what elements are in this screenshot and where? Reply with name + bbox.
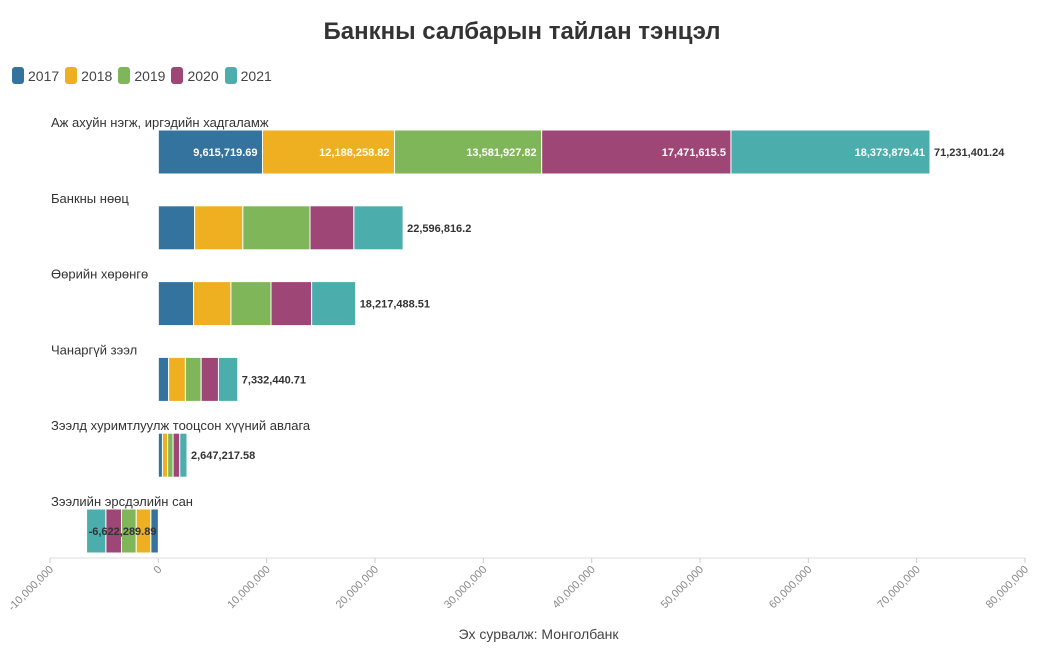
bar-segment-2019 <box>184 356 202 402</box>
category-label: Зээлд хуримтлуулж тооцсон хүүний авлага <box>51 418 311 433</box>
legend: 2017 2018 2019 2020 2021 <box>12 67 278 84</box>
legend-label: 2020 <box>187 67 219 84</box>
bar-segment-2021 <box>730 129 931 175</box>
bar-segment-2020 <box>270 281 313 327</box>
bar-segment-2020 <box>200 356 219 402</box>
legend-item-2018: 2018 <box>65 67 112 84</box>
category-label: Өөрийн хөрөнгө <box>51 267 148 282</box>
legend-swatch <box>171 67 184 84</box>
segment-value-label: 17,471,615.5 <box>662 147 726 159</box>
x-tick-label: 40,000,000 <box>550 564 597 611</box>
legend-label: 2018 <box>81 67 113 84</box>
segment-value-label: 9,615,719.69 <box>193 147 257 159</box>
bar-segment-2018 <box>193 281 232 327</box>
bar-segment-2017 <box>157 356 170 402</box>
bar-segment-2021 <box>86 508 107 554</box>
bar-segment-2018 <box>161 432 169 478</box>
total-value-label: 22,596,816.2 <box>407 223 471 235</box>
legend-label: 2019 <box>134 67 166 84</box>
category-label: Чанаргүй зээл <box>51 342 137 357</box>
bar-chart: -10,000,000 0 10,000,000 20,000,000 30,000,0… <box>6 115 1031 614</box>
segment-value-label: 12,188,258.82 <box>319 147 389 159</box>
legend-swatch <box>224 67 237 84</box>
legend-swatch <box>65 67 78 84</box>
bar-segment-2018 <box>168 356 186 402</box>
bar-segment-2021 <box>179 432 188 478</box>
bar-segment-2021 <box>311 281 357 327</box>
segment-value-label: 18,373,879.41 <box>855 147 925 159</box>
legend-swatch <box>12 67 24 84</box>
x-tick-label: -10,000,000 <box>6 564 56 614</box>
x-tick-label: 10,000,000 <box>225 564 272 611</box>
bar-segment-2020 <box>541 129 732 175</box>
bar-segment-2019 <box>230 281 272 327</box>
bar-segment-2017 <box>157 129 264 175</box>
category-label: Аж ахуйн нэгж, иргэдийн хадгаламж <box>51 115 269 130</box>
total-value-label: 71,231,401.24 <box>934 147 1005 159</box>
x-tick-label: 0 <box>152 564 165 577</box>
total-value-label: 18,217,488.51 <box>360 299 430 311</box>
legend-label: 2017 <box>28 67 60 84</box>
legend-item-2017: 2017 <box>12 67 59 84</box>
bar-segment-2021 <box>353 205 404 251</box>
legend-item-2021: 2021 <box>224 67 272 84</box>
category-label: Зээлийн эрсдэлийн сан <box>51 494 193 509</box>
bar-segment-2018 <box>262 129 396 175</box>
bar-segment-2020 <box>172 432 181 478</box>
x-tick-label: 20,000,000 <box>334 564 381 611</box>
bar-segment-2019 <box>242 205 311 251</box>
source-note: Эх сурвалж: Монголбанк <box>458 626 619 642</box>
x-tick-label: 70,000,000 <box>875 564 922 611</box>
total-value-label: 2,647,217.58 <box>191 450 255 462</box>
legend-label: 2021 <box>240 67 272 84</box>
total-value-label: -6,622,289.89 <box>89 526 157 538</box>
legend-item-2020: 2020 <box>171 67 219 84</box>
legend-swatch <box>118 67 131 84</box>
bar-segment-2020 <box>309 205 355 251</box>
total-value-label: 7,332,440.71 <box>242 374 306 386</box>
legend-item-2019: 2019 <box>118 67 165 84</box>
segment-value-label: 13,581,927.82 <box>466 147 536 159</box>
x-tick-label: 50,000,000 <box>659 564 706 611</box>
chart-title: Банкны салбарын тайлан тэнцэл <box>323 18 721 45</box>
x-tick-label: 30,000,000 <box>442 564 489 611</box>
x-tick-label: 60,000,000 <box>767 564 814 611</box>
bar-segment-2018 <box>194 205 244 251</box>
bar-segment-2019 <box>167 432 174 478</box>
category-label: Банкны нөөц <box>51 191 129 206</box>
bar-segment-2017 <box>157 432 163 478</box>
bar-segment-2017 <box>157 205 196 251</box>
bar-segment-2019 <box>394 129 543 175</box>
bar-segment-2017 <box>157 281 195 327</box>
bar-segment-2021 <box>217 356 239 402</box>
x-tick-label: 80,000,000 <box>984 564 1031 611</box>
